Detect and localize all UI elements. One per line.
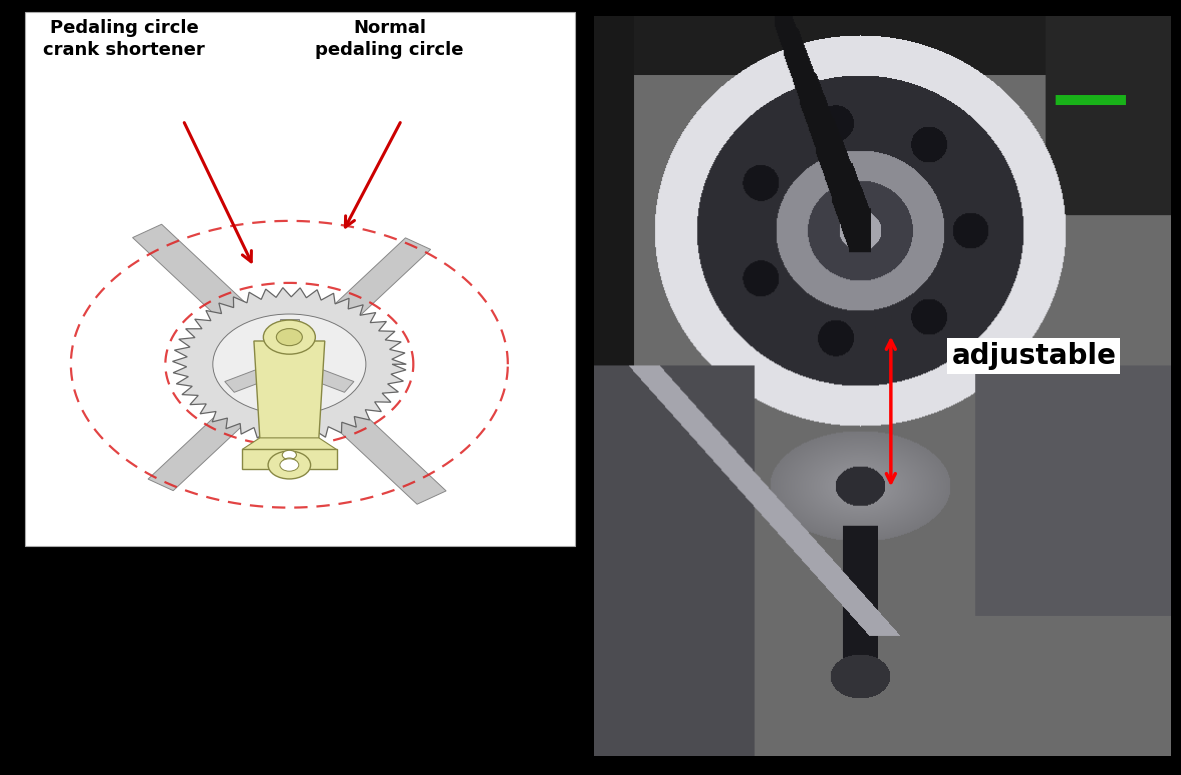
FancyBboxPatch shape xyxy=(25,12,575,546)
Polygon shape xyxy=(295,363,354,392)
Polygon shape xyxy=(242,438,337,449)
Text: Pedaling circle
crank shortener: Pedaling circle crank shortener xyxy=(44,19,204,59)
Polygon shape xyxy=(283,238,431,363)
Polygon shape xyxy=(280,319,299,356)
Circle shape xyxy=(280,459,299,471)
Circle shape xyxy=(276,329,302,346)
Polygon shape xyxy=(132,224,298,364)
Polygon shape xyxy=(172,288,406,441)
Polygon shape xyxy=(281,364,446,505)
Circle shape xyxy=(282,458,296,467)
Circle shape xyxy=(268,451,311,479)
Circle shape xyxy=(282,450,296,460)
Circle shape xyxy=(263,320,315,354)
Circle shape xyxy=(213,314,366,415)
Polygon shape xyxy=(148,365,295,491)
Polygon shape xyxy=(254,341,325,453)
Circle shape xyxy=(278,356,301,372)
Text: adjustable: adjustable xyxy=(952,342,1116,370)
Polygon shape xyxy=(224,363,283,392)
Polygon shape xyxy=(242,449,337,469)
Circle shape xyxy=(263,347,315,381)
Text: Normal
pedaling circle: Normal pedaling circle xyxy=(315,19,464,59)
